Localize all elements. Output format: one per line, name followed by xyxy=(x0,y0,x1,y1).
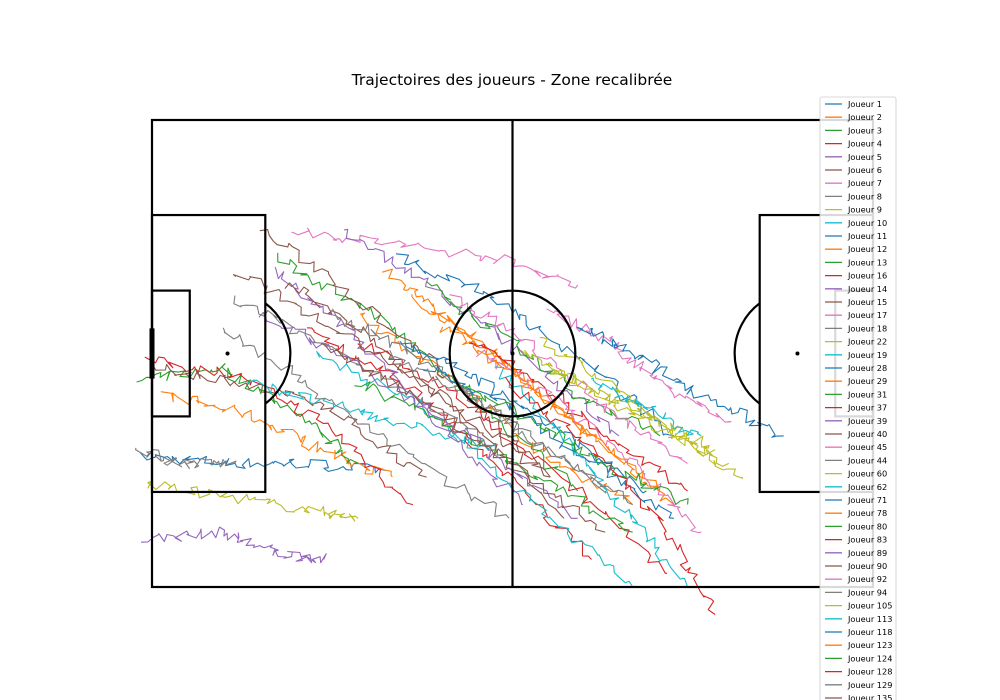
trajectory-line xyxy=(144,356,414,506)
legend-label: Joueur 8 xyxy=(847,191,882,201)
center-circle xyxy=(448,289,577,418)
trajectory-line xyxy=(274,266,523,506)
legend-label: Joueur 12 xyxy=(847,244,887,254)
legend-label: Joueur 10 xyxy=(847,218,887,228)
legend-label: Joueur 31 xyxy=(847,389,887,399)
trajectory-line xyxy=(151,363,427,478)
legend-label: Joueur 29 xyxy=(847,376,887,386)
legend-label: Joueur 123 xyxy=(847,640,892,650)
penalty-spot-right xyxy=(795,351,800,356)
trajectory-line xyxy=(546,308,732,423)
trajectory-line xyxy=(140,526,327,564)
trajectory-line xyxy=(388,349,633,506)
legend-label: Joueur 2 xyxy=(847,112,882,122)
penalty-spot-left xyxy=(225,351,230,356)
trajectory-line xyxy=(439,326,661,492)
legend-label: Joueur 7 xyxy=(847,178,882,188)
legend-label: Joueur 1 xyxy=(847,99,882,109)
trajectory-line xyxy=(454,384,689,505)
penalty-area-left xyxy=(150,213,267,494)
trajectory-line xyxy=(147,480,359,522)
legend-label: Joueur 6 xyxy=(847,165,882,175)
trajectory-line xyxy=(395,253,675,437)
legend-label: Joueur 15 xyxy=(847,297,887,307)
legend-label: Joueur 71 xyxy=(847,495,887,505)
legend-label: Joueur 37 xyxy=(847,403,887,413)
trajectory-line xyxy=(232,274,551,478)
legend-label: Joueur 40 xyxy=(847,429,887,439)
legend-label: Joueur 113 xyxy=(847,614,892,624)
legend-label: Joueur 135 xyxy=(847,693,892,700)
legend-label: Joueur 124 xyxy=(847,653,892,663)
legend-label: Joueur 128 xyxy=(847,667,892,677)
trajectory-line xyxy=(494,366,689,588)
trajectory-line xyxy=(505,376,716,615)
legend-label: Joueur 80 xyxy=(847,521,887,531)
legend-label: Joueur 62 xyxy=(847,482,887,492)
legend-label: Joueur 3 xyxy=(847,125,882,135)
trajectory-line xyxy=(277,252,579,492)
legend-label: Joueur 9 xyxy=(847,205,882,215)
trajectory-line xyxy=(320,343,606,533)
legend-label: Joueur 94 xyxy=(847,587,887,597)
trajectory-line xyxy=(136,363,359,464)
legend-label: Joueur 105 xyxy=(847,601,892,611)
legend-label: Joueur 28 xyxy=(847,363,887,373)
trajectory-line xyxy=(357,342,667,574)
legend-label: Joueur 60 xyxy=(847,469,887,479)
chart-title: Trajectoires des joueurs - Zone recalibr… xyxy=(351,71,673,89)
trajectory-line xyxy=(258,311,578,519)
legend-label: Joueur 14 xyxy=(847,284,887,294)
trajectory-line xyxy=(520,349,730,467)
legend-label: Joueur 89 xyxy=(847,548,887,558)
legend-label: Joueur 5 xyxy=(847,152,882,162)
trajectory-lines xyxy=(134,227,784,615)
legend-frame xyxy=(819,96,897,700)
trajectory-line xyxy=(475,349,702,534)
trajectory-line xyxy=(284,282,565,519)
legend-label: Joueur 4 xyxy=(847,139,882,149)
trajectory-line xyxy=(469,341,688,492)
trajectory-line xyxy=(246,379,496,450)
legend-label: Joueur 90 xyxy=(847,561,887,571)
legend-label: Joueur 22 xyxy=(847,337,887,347)
legend-label: Joueur 13 xyxy=(847,257,887,267)
trajectory-line xyxy=(576,326,784,438)
legend-label: Joueur 118 xyxy=(847,627,892,637)
legend-label: Joueur 16 xyxy=(847,271,887,281)
pitch-markings-overlay xyxy=(149,118,875,589)
trajectory-line xyxy=(134,447,237,470)
trajectory-line xyxy=(344,228,620,437)
legend-label: Joueur 129 xyxy=(847,680,892,690)
trajectory-line xyxy=(291,227,579,289)
legend-label: Joueur 17 xyxy=(847,310,887,320)
trajectory-line xyxy=(222,327,510,519)
legend-label: Joueur 92 xyxy=(847,574,887,584)
legend-label: Joueur 45 xyxy=(847,442,887,452)
legend-label: Joueur 78 xyxy=(847,508,887,518)
goal-area-left xyxy=(150,289,191,418)
legend-label: Joueur 83 xyxy=(847,535,887,545)
legend-label: Joueur 19 xyxy=(847,350,887,360)
trajectory-line xyxy=(449,294,688,464)
legend-items: Joueur 1 Joueur 2 Joueur 3 Joueur 4 Joueur 5… xyxy=(825,99,892,700)
trajectory-line xyxy=(423,365,674,519)
center-spot xyxy=(510,351,515,356)
trajectory-line xyxy=(591,377,702,437)
trajectory-line xyxy=(160,391,393,478)
legend-label: Joueur 44 xyxy=(847,455,887,465)
legend: Joueur 1 Joueur 2 Joueur 3 Joueur 4 Joueur 5… xyxy=(819,96,897,700)
legend-label: Joueur 11 xyxy=(847,231,887,241)
penalty-arc-right xyxy=(733,302,761,405)
legend-label: Joueur 39 xyxy=(847,416,887,426)
trajectory-line xyxy=(316,351,634,588)
penalty-arc-left xyxy=(264,302,292,405)
legend-label: Joueur 18 xyxy=(847,323,887,333)
